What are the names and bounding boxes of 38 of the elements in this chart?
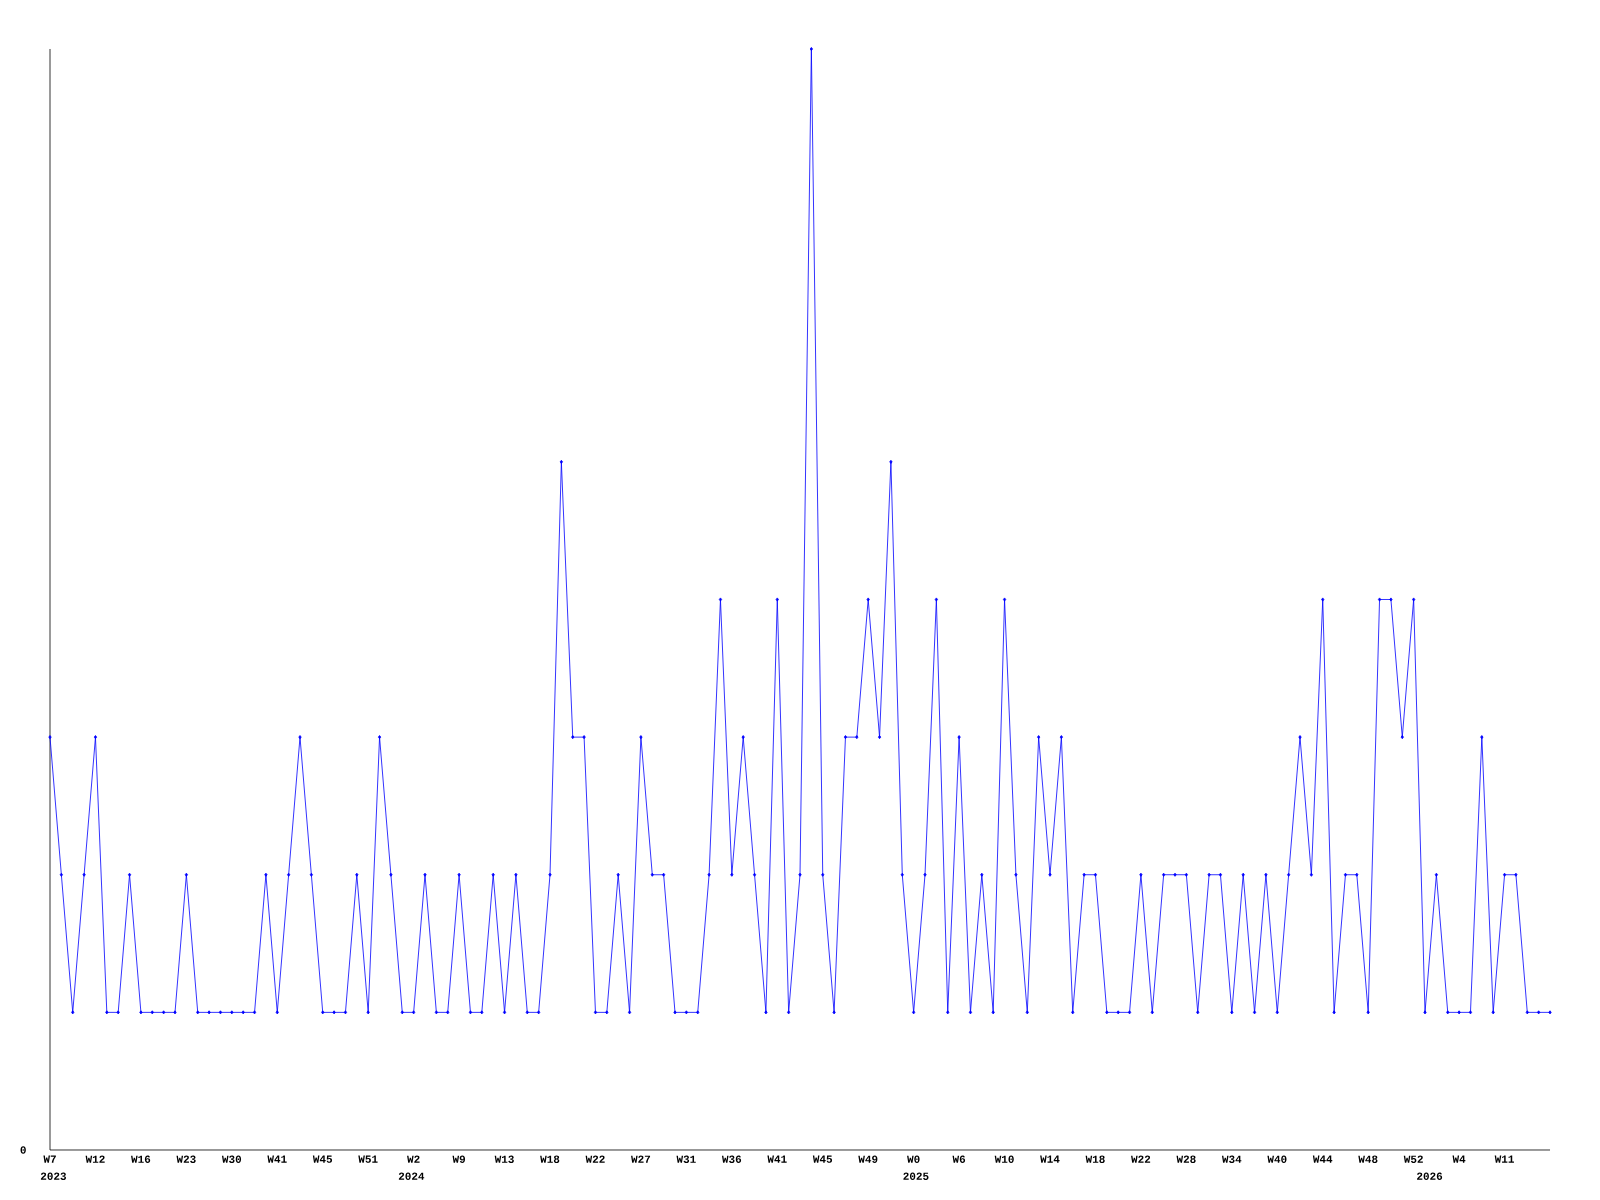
x-tick-label: W12 [85,1155,105,1163]
x-tick-label: W23 [176,1155,196,1163]
x-tick-label: W11 [1494,1155,1514,1163]
x-tick-label: W36 [721,1155,742,1163]
x-tick-label: W51 [358,1155,378,1163]
x-tick-label: W28 [1176,1155,1196,1163]
x-tick-label: W18 [1085,1155,1105,1163]
x-tick-label: W34 [1221,1155,1242,1163]
text: 0 [20,1146,26,1154]
text: 2026 [1417,1172,1443,1180]
x-tick-label: W31 [676,1155,696,1163]
text: 2025 [903,1172,929,1180]
x-tick-label: W14 [1040,1155,1060,1163]
x-tick-label: W22 [585,1155,605,1163]
text: 2023 [40,1172,66,1180]
x-tick-label: W16 [131,1155,151,1163]
x-tick-label: W22 [1131,1155,1151,1163]
x-tick-label: W6 [952,1155,966,1163]
x-tick-label: W27 [631,1155,651,1163]
x-tick-label: W10 [994,1155,1014,1163]
x-tick-label: W30 [221,1155,242,1163]
x-tick-label: W45 [812,1155,833,1163]
x-tick-label: W52 [1403,1155,1423,1163]
x-tick-label: W48 [1358,1155,1378,1163]
x-tick-label: W41 [267,1155,287,1163]
x-tick-label: W44 [1312,1155,1333,1163]
text: 2024 [398,1172,425,1180]
x-tick-label: W41 [767,1155,787,1163]
x-tick-label: W0 [907,1155,920,1163]
x-tick-label: W7 [43,1155,56,1163]
x-tick-label: W2 [407,1155,420,1163]
x-tick-label: W13 [494,1155,514,1163]
x-tick-label: W45 [312,1155,333,1163]
x-tick-label: W40 [1267,1155,1287,1163]
x-tick-label: W4 [1452,1155,1466,1163]
x-tick-label: W9 [452,1155,466,1163]
x-tick-label: W18 [540,1155,560,1163]
x-tick-label: W49 [858,1155,878,1163]
